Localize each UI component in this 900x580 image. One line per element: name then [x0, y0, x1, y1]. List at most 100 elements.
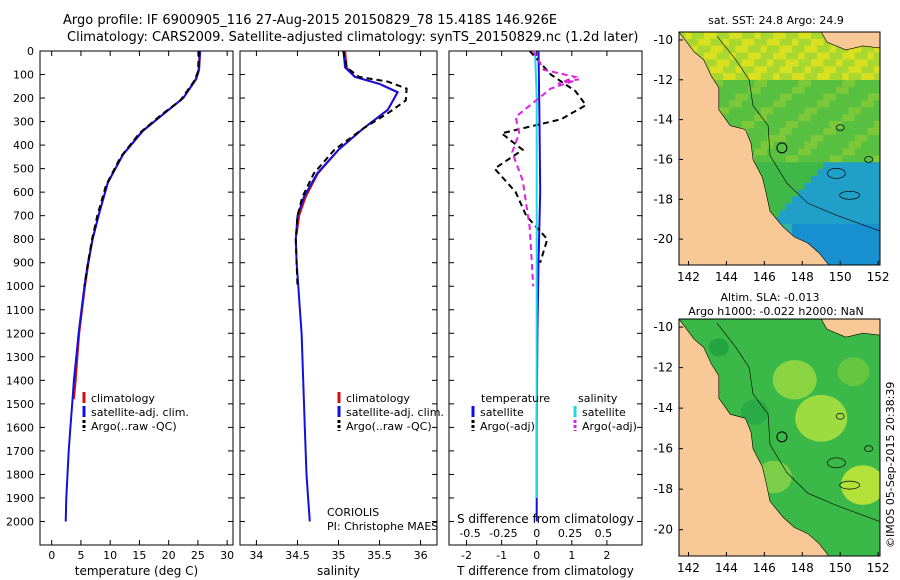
sst-cell: [873, 148, 880, 156]
sst-cell: [867, 45, 875, 54]
annotation-text: CORIOLIS: [327, 506, 379, 519]
sst-cell: [823, 189, 831, 197]
sst-cell: [817, 196, 824, 204]
sst-cell: [704, 52, 711, 60]
x-tick-label: 150: [829, 270, 852, 284]
sst-cell: [779, 175, 787, 184]
sst-cell: [867, 79, 875, 88]
sst-cell: [867, 114, 875, 122]
sst-cell: [810, 38, 818, 47]
sst-cell: [810, 114, 818, 122]
sst-cell: [854, 45, 862, 54]
sst-cell: [798, 189, 806, 197]
sst-cell: [754, 127, 762, 136]
x-tick-label-top: -0.5: [459, 527, 480, 540]
sst-cell: [842, 141, 850, 149]
sst-cell: [804, 38, 812, 47]
sst-cell: [766, 73, 774, 81]
sst-cell: [861, 203, 868, 211]
sst-cell: [810, 244, 818, 252]
sst-cell: [773, 114, 780, 122]
sst-cell: [836, 127, 843, 136]
sst-cell: [829, 148, 837, 156]
sst-cell: [810, 52, 818, 60]
sst-cell: [729, 73, 737, 81]
sst-cell: [792, 59, 799, 67]
sst-cell: [810, 196, 818, 204]
sst-cell: [861, 182, 868, 191]
legend-label: Argo(..raw -QC): [91, 420, 177, 433]
sst-cell: [861, 121, 868, 129]
sst-cell: [873, 189, 880, 197]
legend-label: satellite: [582, 406, 626, 419]
sst-cell: [704, 59, 711, 67]
sst-cell: [773, 45, 780, 54]
sst-cell: [685, 38, 693, 47]
sst-cell: [779, 155, 787, 163]
sst-cell: [798, 107, 806, 115]
legend-label: satellite-adj. clim.: [346, 406, 444, 419]
sst-cell: [760, 73, 768, 81]
sst-cell: [854, 223, 862, 232]
sst-cell: [798, 141, 806, 149]
sst-cell: [773, 196, 780, 204]
sst-cell: [810, 162, 818, 170]
sst-cell: [817, 189, 824, 197]
sst-cell: [798, 175, 806, 184]
sst-cell: [836, 79, 843, 88]
sst-cell: [854, 86, 862, 95]
sst-cell: [779, 134, 787, 143]
sst-cell: [817, 52, 824, 60]
reef-outline: [839, 190, 861, 200]
sst-cell: [848, 223, 856, 232]
sst-cell: [804, 107, 812, 115]
sst-cell: [854, 93, 862, 102]
sst-cell: [766, 59, 774, 67]
sst-cell: [842, 258, 850, 265]
sst-cell: [848, 230, 856, 239]
sst-cell: [792, 134, 799, 143]
sst-cell: [792, 210, 799, 218]
sst-cell: [741, 93, 749, 102]
sst-cell: [735, 38, 743, 47]
x-tick-label: 2: [603, 549, 610, 562]
sst-cell: [823, 79, 831, 88]
sst-cell: [867, 73, 875, 81]
sst-cell: [773, 100, 780, 108]
sst-cell: [779, 45, 787, 54]
sst-cell: [861, 141, 868, 149]
sst-cell: [735, 32, 743, 40]
panel-salinity: 34 34.5 35 35.5 36 salinity: [239, 50, 438, 578]
sst-cell: [861, 86, 868, 95]
sst-cell: [735, 59, 743, 67]
sst-cell: [766, 45, 774, 54]
sst-cell: [798, 93, 806, 102]
sst-cell: [773, 93, 780, 102]
sst-cell: [829, 127, 837, 136]
sst-cell: [836, 86, 843, 95]
sst-cell: [810, 155, 818, 163]
sst-cell: [754, 38, 762, 47]
sst-cell: [773, 141, 780, 149]
sst-cell: [760, 52, 768, 60]
x-tick-label: 15: [132, 549, 146, 562]
sst-cell: [792, 121, 799, 129]
sst-cell: [829, 79, 837, 88]
sst-cell: [867, 155, 875, 163]
y-tick-label: -12: [653, 73, 673, 87]
sst-cell: [842, 244, 850, 252]
sst-cell: [817, 134, 824, 143]
sst-cell: [836, 175, 843, 184]
sst-cell: [766, 121, 774, 129]
sst-cell: [873, 127, 880, 136]
sst-cell: [722, 93, 730, 102]
sst-cell: [735, 66, 743, 74]
sst-cell: [842, 114, 850, 122]
sst-cell: [873, 121, 880, 129]
sst-cell: [842, 79, 850, 88]
sst-cell: [823, 244, 831, 252]
legend-label: climatology: [346, 392, 410, 405]
sst-cell: [760, 107, 768, 115]
sst-cell: [829, 189, 837, 197]
sst-cell: [823, 196, 831, 204]
